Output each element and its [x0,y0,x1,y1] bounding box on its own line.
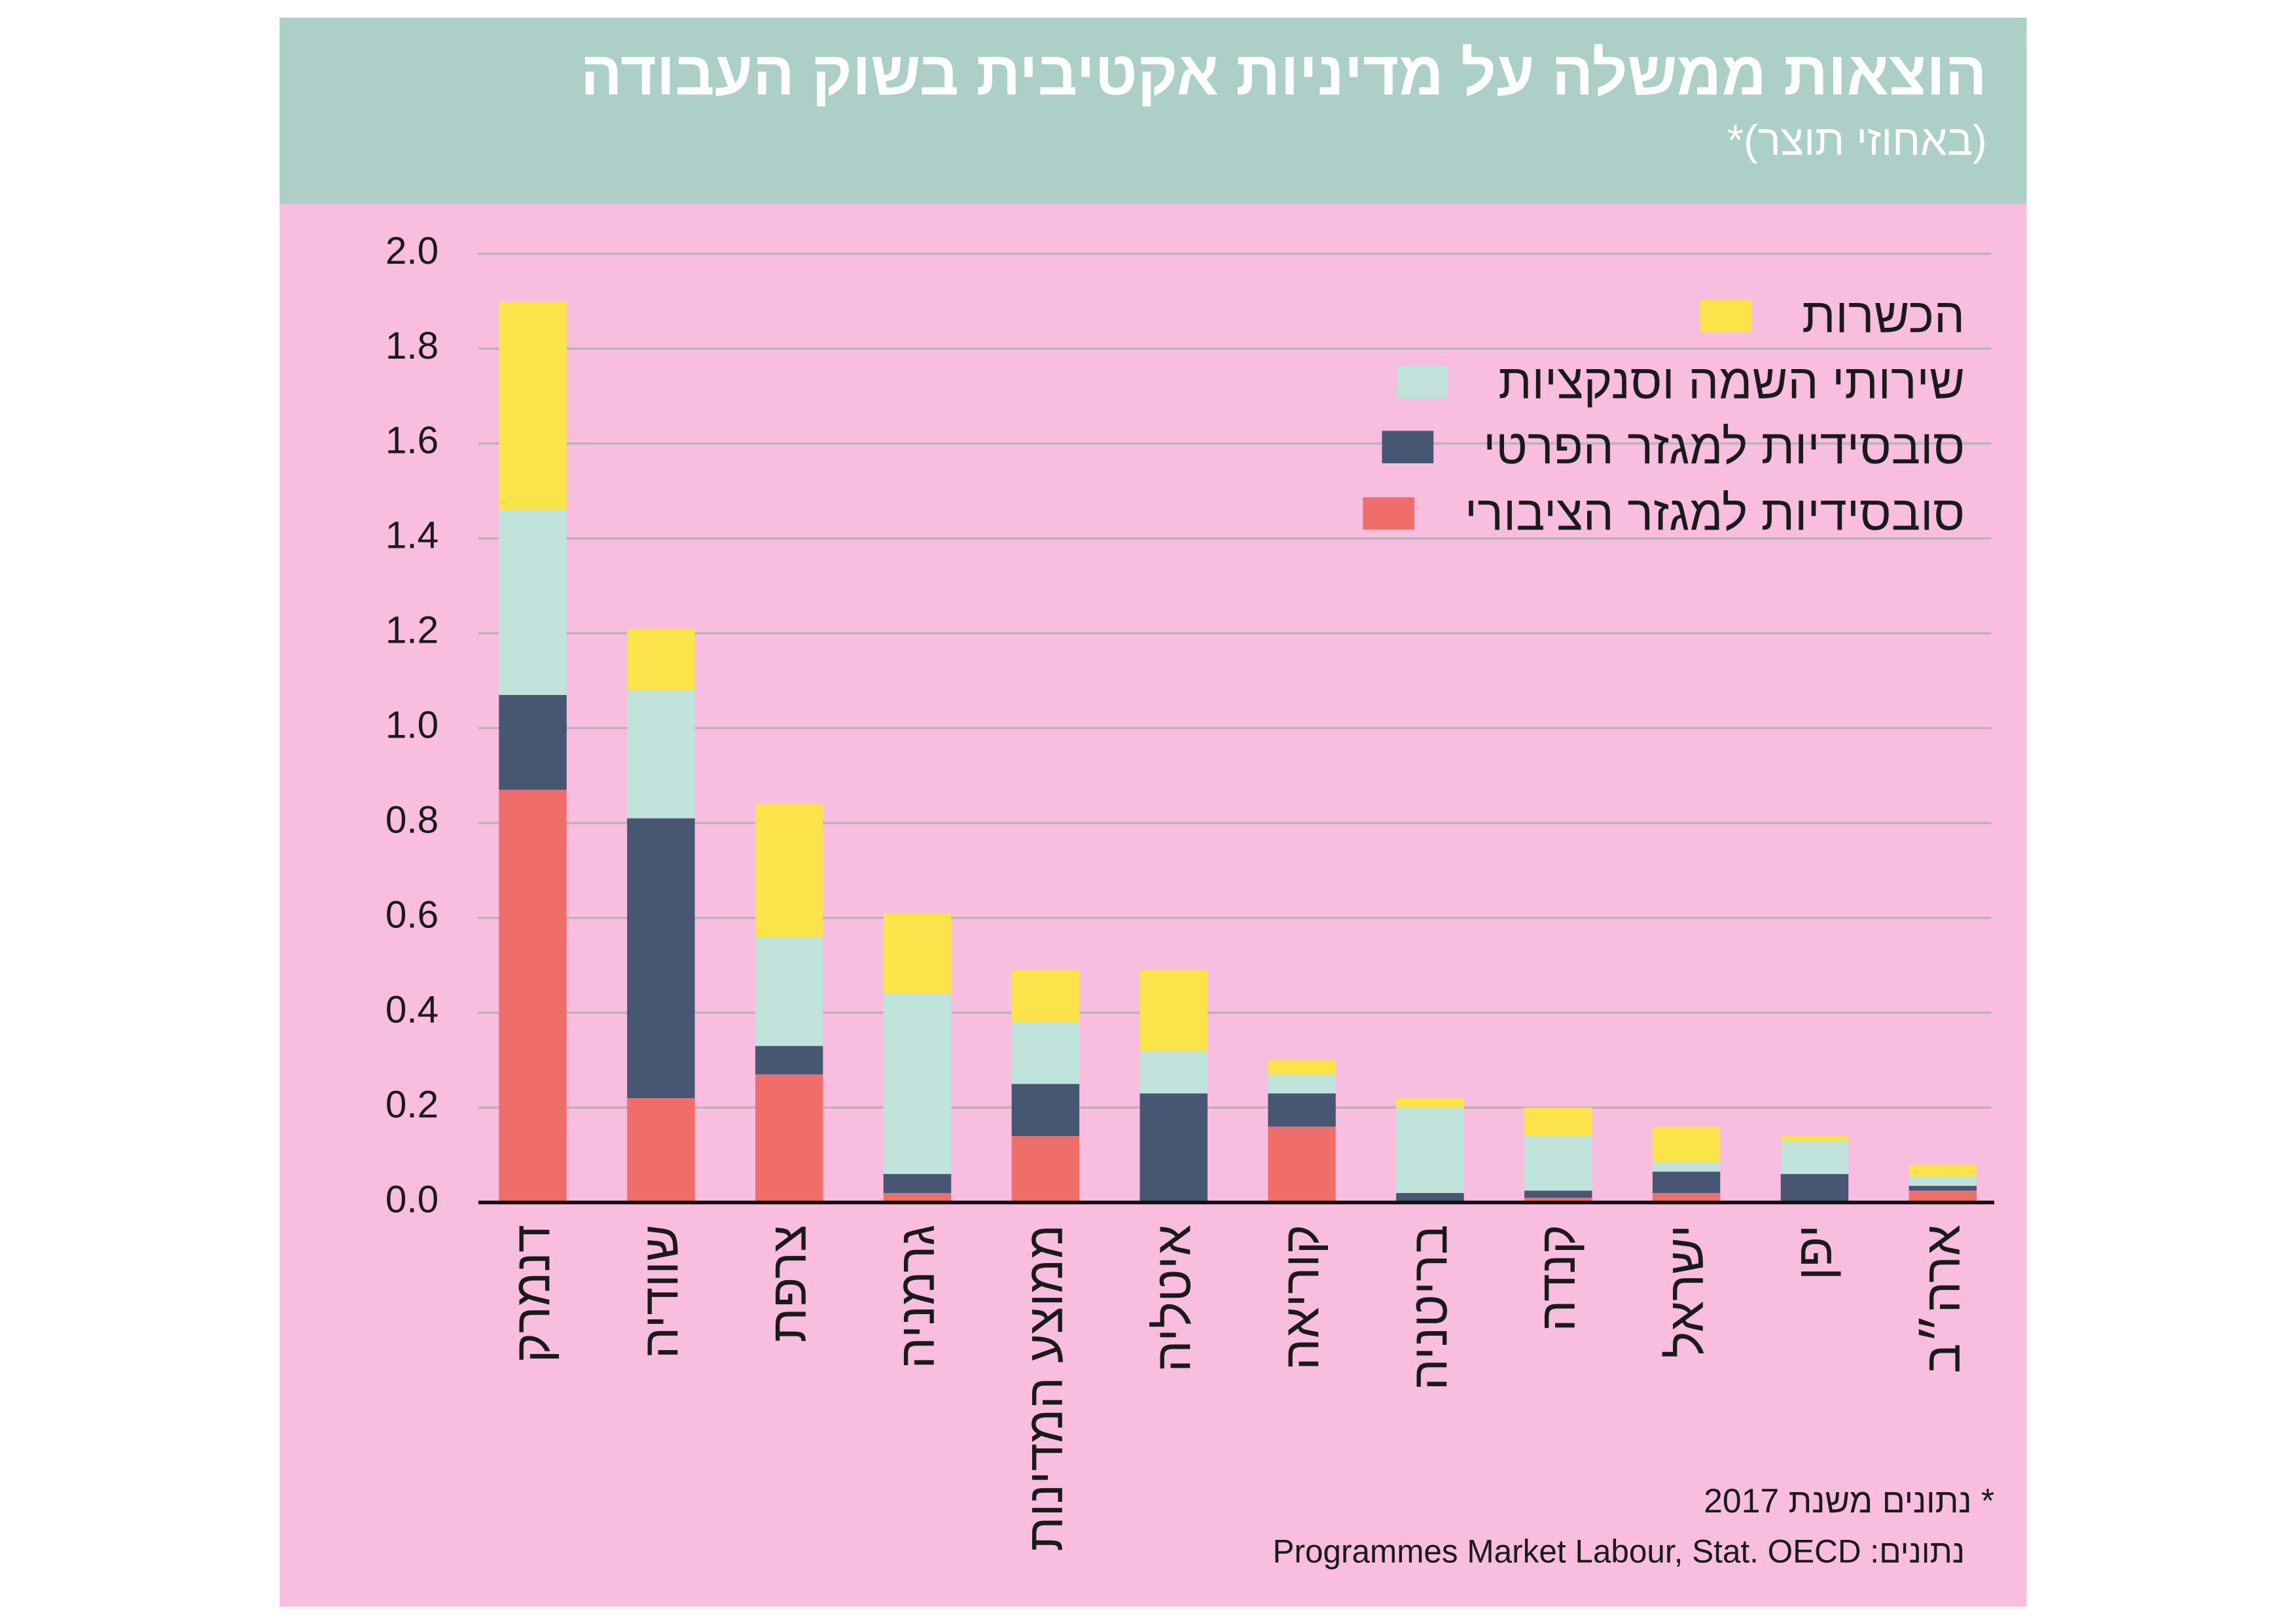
bar-segment [1524,1190,1592,1198]
chart-subtitle: (באחוזי תוצר)* [1727,118,1987,166]
bar-segment [755,1074,823,1203]
x-category-label: צרפת [761,1224,817,1342]
bar-segment [1909,1190,1977,1203]
bar-segment [1139,970,1208,1051]
legend-swatch [1381,431,1433,464]
y-tick-label: 0.8 [386,799,439,842]
legend-label: סובסידיות למגזר הציבורי [1464,485,1965,540]
legend-item-training: הכשרות [1363,283,1965,349]
legend-item-private-subsidies: סובסידיות למגזר הפרטי [1363,415,1965,480]
x-category-label: דנמרק [505,1224,561,1363]
bar-segment [499,301,567,510]
y-tick-label: 0.0 [386,1178,439,1221]
bar-segment [755,1046,823,1075]
legend-swatch [1363,497,1415,529]
bar-segment [755,804,823,937]
bar-segment [1011,1084,1080,1136]
bar-segment [755,936,823,1046]
bar-segment [1268,1093,1336,1127]
bar-segment [627,818,695,1098]
legend-item-public-subsidies: סובסידיות למגזר הציבורי [1363,480,1965,546]
header-band [279,18,2027,204]
y-tick-label: 1.4 [386,514,439,557]
bar-segment [1780,1135,1849,1141]
y-tick-label: 0.4 [386,988,439,1031]
bar-segment [883,913,952,994]
chart-title: הוצאות ממשלה על מדיניות אקטיבית בשוק העב… [580,38,1987,108]
bar-segment [1524,1107,1592,1136]
x-category-label: ממוצע המדינות [1018,1224,1073,1551]
bar-segment [1909,1186,1977,1191]
y-tick-label: 1.6 [386,419,439,462]
bar-segment [499,694,567,790]
bar-segment [1139,1093,1208,1203]
bar-segment [1780,1141,1849,1174]
bar-segment [627,1097,695,1203]
bar-segment [1268,1126,1336,1203]
x-category-label: בריטניה [1402,1224,1458,1391]
y-tick-label: 2.0 [386,230,439,272]
bar-segment [1652,1192,1721,1203]
bar-segment [1011,970,1080,1022]
bar-segment [1268,1060,1336,1075]
legend-swatch [1700,300,1752,332]
x-category-label: קוריאה [1274,1224,1330,1370]
y-tick-label: 0.2 [386,1083,439,1126]
bar-segment [1396,1107,1464,1193]
x-category-label: ארה״ב [1915,1224,1971,1373]
bar-segment [1652,1171,1721,1193]
bar-segment [1909,1176,1977,1186]
bar-segment [883,993,952,1174]
x-category-label: קנדה [1530,1224,1586,1332]
legend-label: הכשרות [1802,288,1965,343]
legend-label: שירותי השמה וסנקציות [1498,353,1965,408]
bar-segment [499,789,567,1203]
y-tick-label: 1.0 [386,704,439,747]
x-category-label: איטליה [1146,1224,1202,1372]
legend-item-services: שירותי השמה וסנקציות [1363,349,1965,414]
x-category-label: שוודיה [633,1224,689,1359]
bar-segment [1909,1164,1977,1177]
bar-segment [1011,1135,1080,1203]
bar-segment [1780,1173,1849,1203]
bar-segment [1524,1198,1592,1203]
bar-segment [627,690,695,819]
bar-segment [883,1173,952,1193]
legend: הכשרות שירותי השמה וסנקציות סובסידיות למ… [1363,283,1965,546]
bar-segment [1396,1192,1464,1203]
bar-segment [1268,1074,1336,1094]
y-tick-label: 1.8 [386,325,439,367]
bar-segment [627,628,695,690]
y-tick-label: 1.2 [386,609,439,652]
y-tick-label: 0.6 [386,893,439,936]
bar-segment [1524,1135,1592,1191]
bar-segment [499,510,567,695]
bar-segment [1652,1126,1721,1162]
x-category-label: גרמניה [889,1224,945,1369]
bar-segment [1396,1097,1464,1108]
legend-label: סובסידיות למגזר הפרטי [1483,419,1965,474]
year-footnote: * נתונים משנת 2017 [1704,1481,1994,1520]
bar-segment [1652,1162,1721,1172]
legend-swatch [1397,365,1448,399]
bar-segment [1139,1050,1208,1094]
bar-segment [883,1192,952,1203]
chart-panel [279,18,2027,1607]
source-footnote: Programmes Market Labour, Stat. OECD :נת… [1272,1533,1965,1570]
x-category-label: יפן [1787,1224,1842,1280]
x-category-label: ישראל [1659,1224,1714,1358]
bar-segment [1011,1022,1080,1084]
